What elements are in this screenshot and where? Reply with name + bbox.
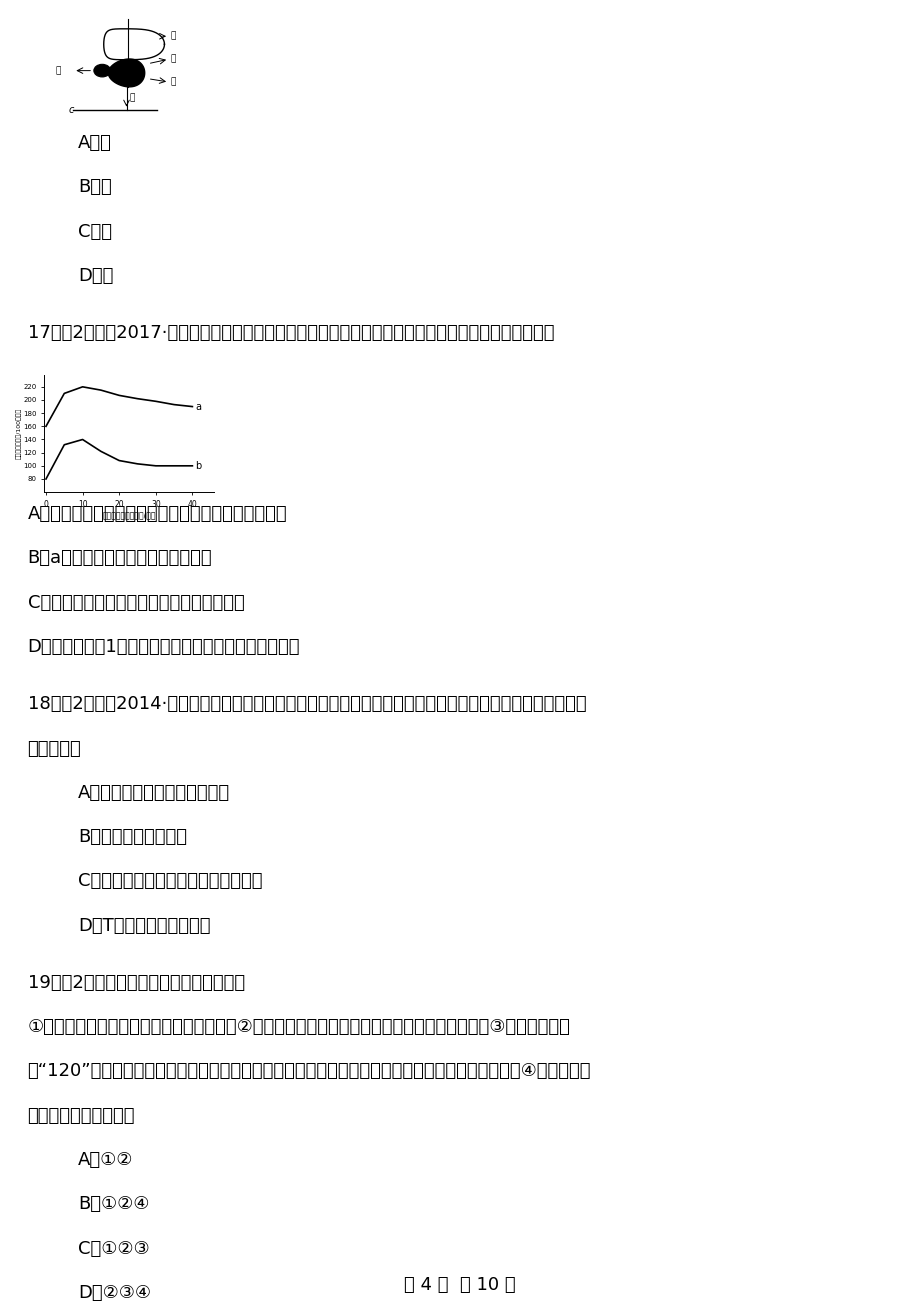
Text: B．乙: B．乙 [78,178,112,197]
Text: 丁: 丁 [170,78,176,86]
Text: 乙: 乙 [170,55,176,64]
Text: b: b [195,461,201,471]
Text: 是（　　）: 是（ ） [28,740,81,758]
X-axis label: 食入葡萄糖后的时间/小时: 食入葡萄糖后的时间/小时 [102,510,156,519]
Text: 甲: 甲 [170,31,176,40]
Text: A．①②: A．①② [78,1151,133,1169]
Text: 17．（2分）（2017·邵阳模拟）如图所示是人进食后的血糖含量变化曲线，下列说法错误的是（　　）: 17．（2分）（2017·邵阳模拟）如图所示是人进食后的血糖含量变化曲线，下列说… [28,324,553,342]
Text: ①给病人注射青霉素属于保护易感人群　　②消化液将食物中的病原体杀死属于特异性免疫　　③大动脉出血，: ①给病人注射青霉素属于保护易感人群 ②消化液将食物中的病原体杀死属于特异性免疫 … [28,1018,570,1036]
Text: C．糖尿病人血糖高，是由于胰岛素分泌不足: C．糖尿病人血糖高，是由于胰岛素分泌不足 [28,594,244,612]
Text: B．①②④: B．①②④ [78,1195,150,1213]
Text: 打“120”紧急呼数的同时，用手指紧压在伤口下方进行止血，或用绷带在伤口下方紧紧扎住止血　　④抗体是在抗: 打“120”紧急呼数的同时，用手指紧压在伤口下方进行止血，或用绷带在伤口下方紧紧… [28,1062,591,1081]
Text: D．T淋巴细胞消灭癌细胞: D．T淋巴细胞消灭癌细胞 [78,917,210,935]
Text: 原侵入人体后产生的。: 原侵入人体后产生的。 [28,1107,135,1125]
Circle shape [94,64,110,77]
Text: B．a表示糖尿病患者的血糖含量变化: B．a表示糖尿病患者的血糖含量变化 [28,549,212,568]
Text: 19．（2分）下列叙述不准确的是（　　）: 19．（2分）下列叙述不准确的是（ ） [28,974,244,992]
Y-axis label: 血糖含量（毫克/100毫升）: 血糖含量（毫克/100毫升） [16,408,22,460]
Text: 18．（2分）（2014·湖州）人体有多种方法保护自身免受病患，下列自身呵护方法中，不属于人体免疫功能的: 18．（2分）（2014·湖州）人体有多种方法保护自身免受病患，下列自身呵护方法… [28,695,585,713]
Text: D．②③④: D．②③④ [78,1284,151,1302]
Text: 乙: 乙 [55,66,61,76]
Text: D．丁: D．丁 [78,267,113,285]
Text: C．肝脏中的酒精氧化酶对酒精的氧化: C．肝脏中的酒精氧化酶对酒精的氧化 [78,872,263,891]
Text: D．正常人进食1小时后，血糖含量降低是因为胃排空了: D．正常人进食1小时后，血糖含量降低是因为胃排空了 [28,638,300,656]
Polygon shape [108,59,144,87]
Text: c: c [69,104,74,115]
Text: a: a [195,401,201,411]
Text: A．进食后，血糖升高，是由于葡萄糖被吸收进入血液: A．进食后，血糖升高，是由于葡萄糖被吸收进入血液 [28,505,287,523]
Text: A．甲: A．甲 [78,134,112,152]
Text: 第 4 页  共 10 页: 第 4 页 共 10 页 [403,1276,516,1294]
Text: 丁: 丁 [130,94,135,103]
Text: A．泪液中的溶菌酶使细菌溶解: A．泪液中的溶菌酶使细菌溶解 [78,784,230,802]
Text: C．丙: C．丙 [78,223,112,241]
Text: C．①②③: C．①②③ [78,1240,150,1258]
Text: B．吞噬细胞吞噬病毒: B．吞噬细胞吞噬病毒 [78,828,187,846]
